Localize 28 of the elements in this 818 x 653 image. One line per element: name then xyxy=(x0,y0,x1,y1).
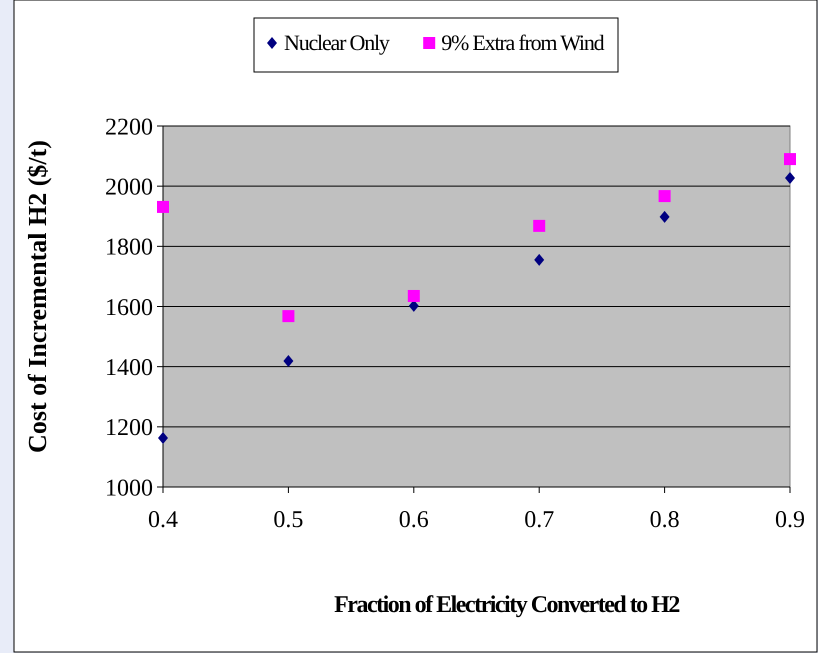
y-axis-title: Cost of Incremental H2 ($/t) xyxy=(23,140,52,453)
point xyxy=(283,354,294,367)
point xyxy=(408,290,420,302)
y-tick-label: 1200 xyxy=(105,415,153,442)
point xyxy=(158,432,168,444)
y-tick-label: 1600 xyxy=(105,294,153,321)
y-tick-label: 1800 xyxy=(105,234,153,261)
legend-label: Nuclear Only xyxy=(284,30,390,55)
x-tick-label: 0.7 xyxy=(524,507,554,533)
point xyxy=(157,200,169,213)
x-tick-label: 0.4 xyxy=(148,507,178,533)
legend-label: 9% Extra from Wind xyxy=(441,30,605,55)
point xyxy=(660,210,670,223)
point xyxy=(534,254,544,266)
point xyxy=(282,310,294,322)
point xyxy=(784,153,796,166)
y-tick-label: 2200 xyxy=(105,114,153,140)
y-tick-label: 1000 xyxy=(105,475,153,502)
x-tick-label: 0.9 xyxy=(775,507,805,533)
point xyxy=(785,172,795,184)
x-tick-label: 0.6 xyxy=(398,507,429,533)
y-tick-label: 2000 xyxy=(105,174,153,201)
x-tick-label: 0.5 xyxy=(273,507,304,533)
point xyxy=(533,220,546,232)
y-tick-label: 1400 xyxy=(105,355,153,382)
x-axis-title: Fraction of Electricity Converted to H2 xyxy=(334,592,680,618)
point xyxy=(658,190,671,202)
x-tick-label: 0.8 xyxy=(650,507,680,533)
